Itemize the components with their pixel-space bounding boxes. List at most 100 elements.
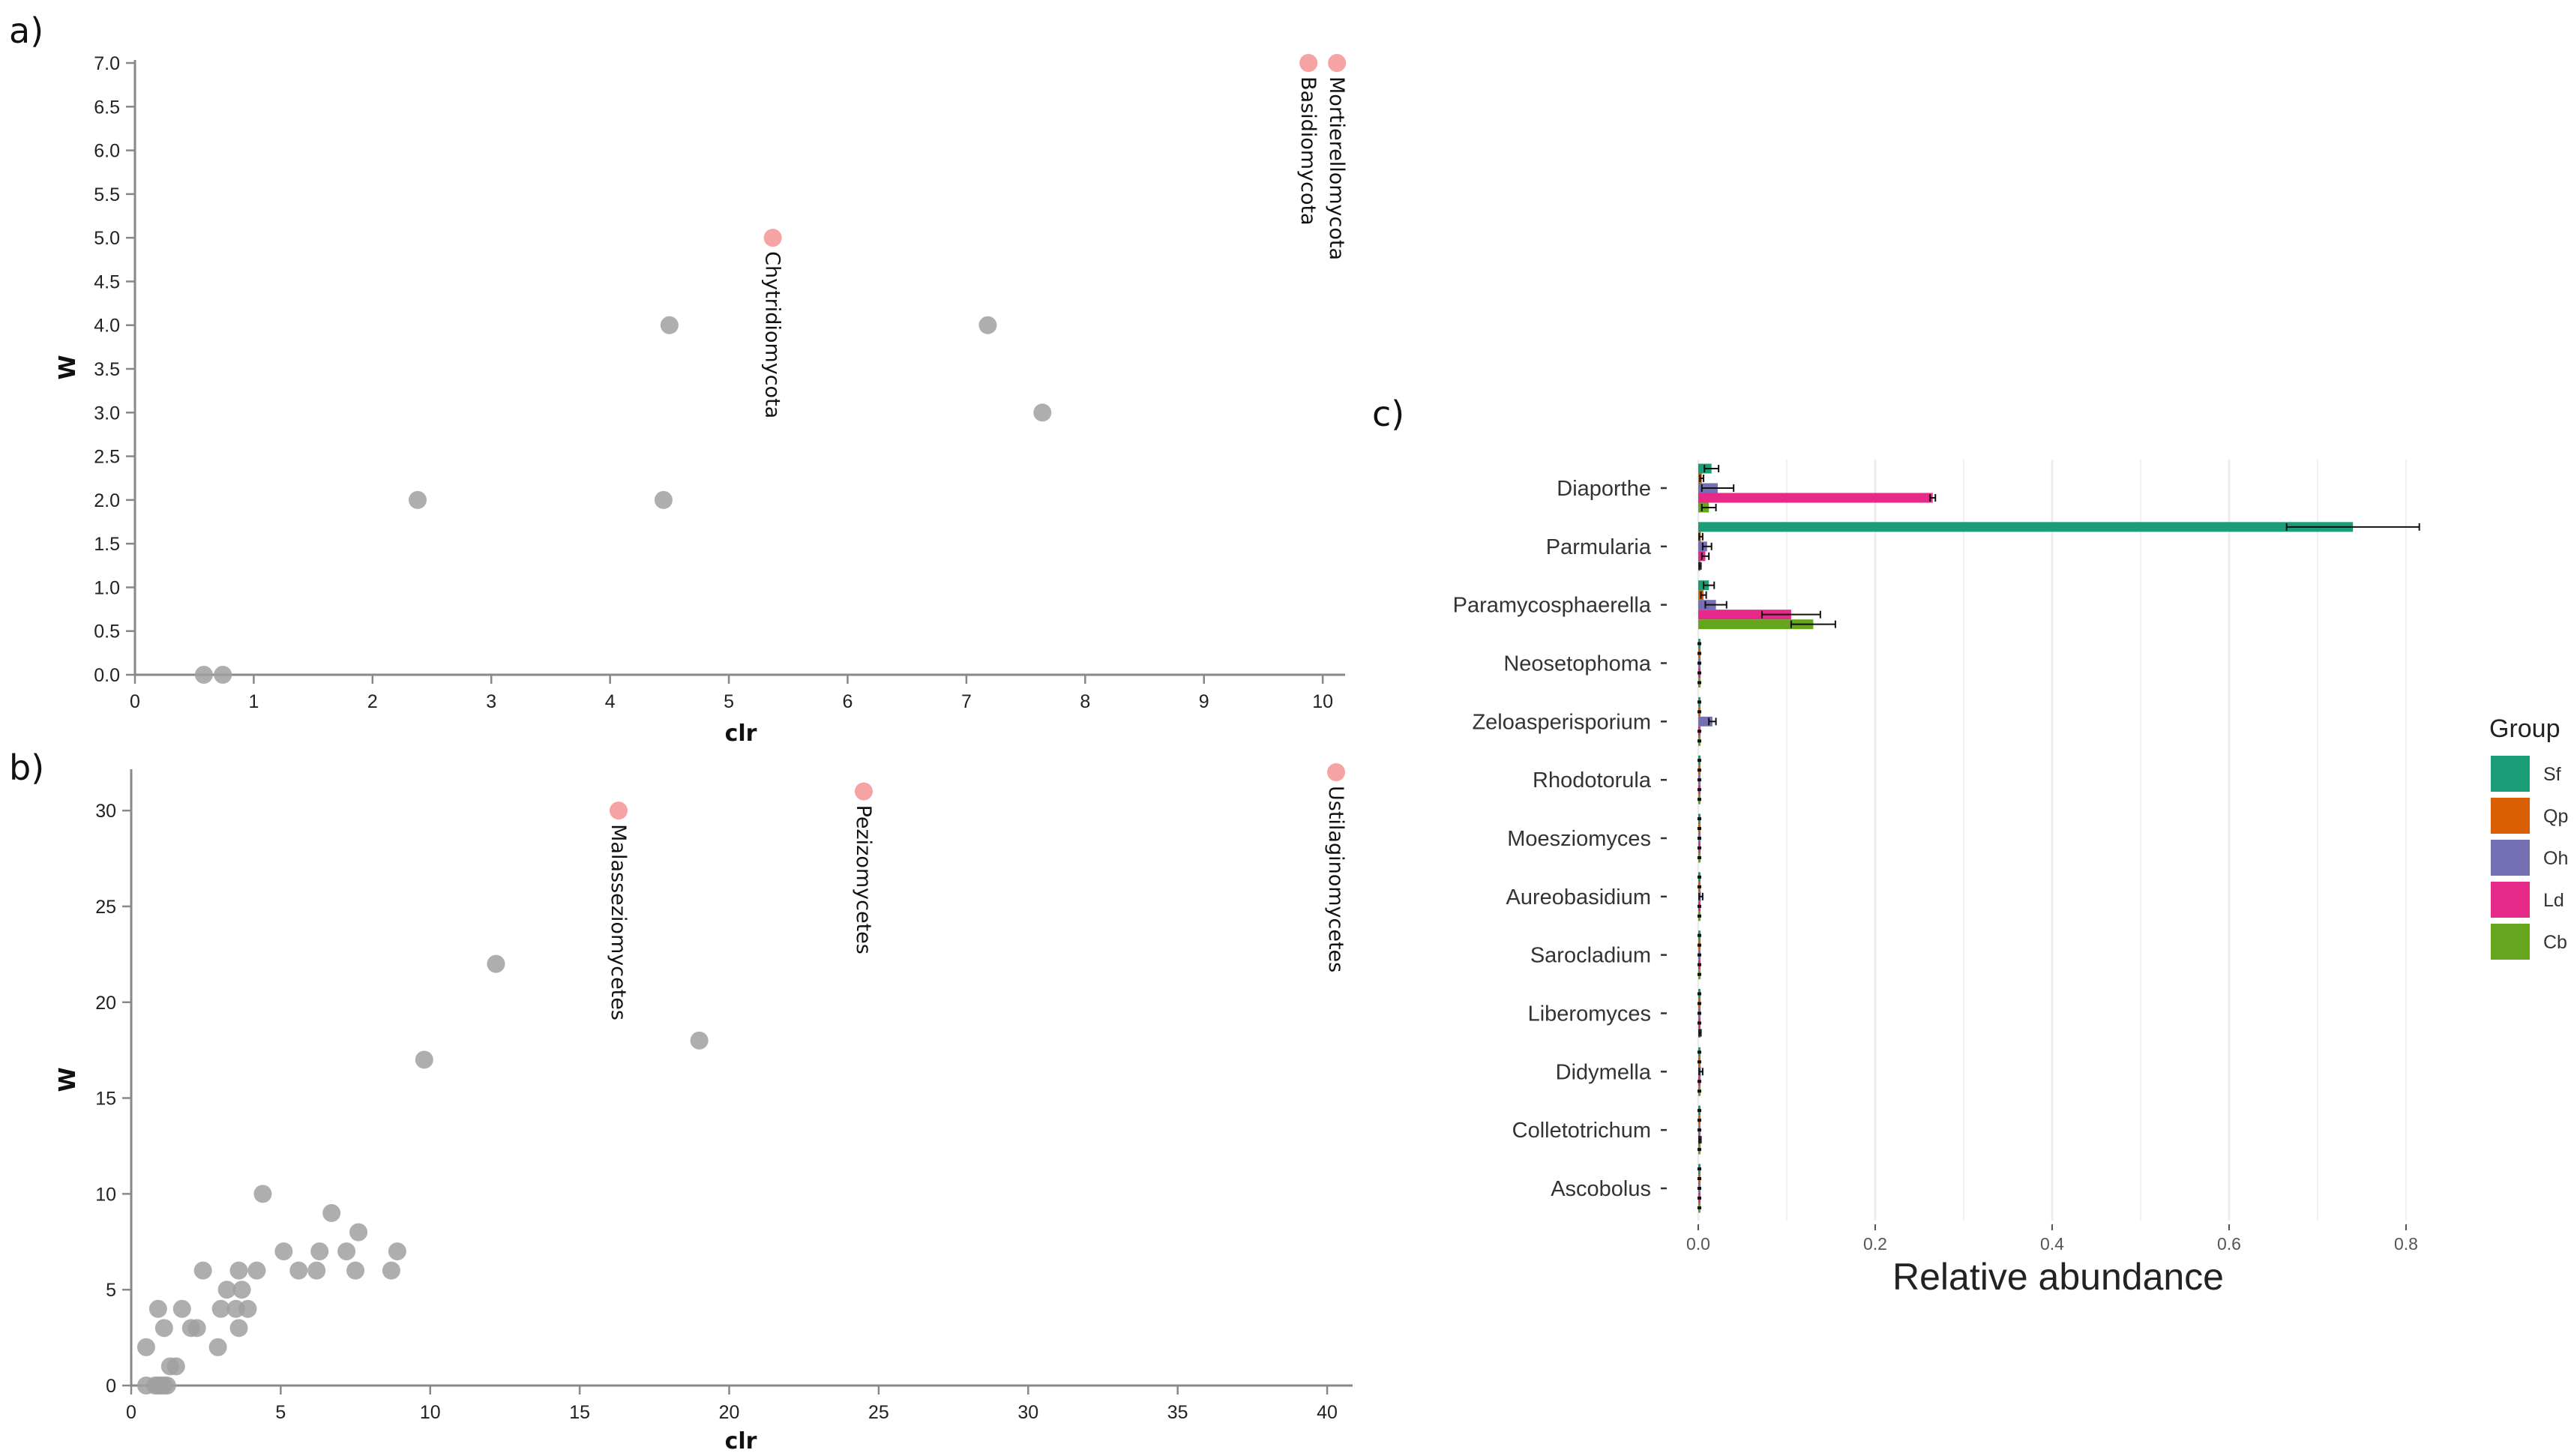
error-bar-dot xyxy=(1698,953,1701,957)
legend-label: Ld xyxy=(2543,890,2564,911)
data-point xyxy=(157,1377,176,1395)
category-label: Liberomyces xyxy=(1528,1002,1651,1026)
error-bar-dot xyxy=(1698,1109,1701,1113)
x-tick-label: 0 xyxy=(130,691,140,712)
panel-c-bar-chart: c) Diaporthe Parmularia Paramycosphaerella… xyxy=(1372,394,2568,1298)
error-bar-dot xyxy=(1698,827,1701,830)
bar-Cb xyxy=(1698,619,1814,630)
error-bar-dot xyxy=(1698,904,1701,908)
x-tick-label: 20 xyxy=(719,1402,740,1423)
error-bar-dot xyxy=(1698,1080,1701,1083)
panel-c-axes: Diaporthe Parmularia Paramycosphaerella Neo… xyxy=(1453,477,2418,1254)
y-tick-label: 4.0 xyxy=(94,316,120,337)
y-tick-label: 2.5 xyxy=(94,447,120,468)
category-label: Neosetophoma xyxy=(1503,652,1652,676)
y-tick-label: 7.0 xyxy=(94,53,120,74)
x-tick-label: 4 xyxy=(605,691,616,712)
data-point xyxy=(1033,403,1052,422)
legend-label: Qp xyxy=(2543,806,2568,827)
data-point xyxy=(166,1357,185,1376)
category-label: Moesziomyces xyxy=(1507,827,1651,851)
data-point xyxy=(214,666,232,684)
data-point xyxy=(217,1281,236,1299)
y-tick-label: 20 xyxy=(95,993,116,1014)
error-bar-dot xyxy=(1698,1050,1701,1054)
x-tick-label: 25 xyxy=(868,1402,889,1423)
data-point xyxy=(148,1299,167,1318)
x-tick-label: 3 xyxy=(486,691,496,712)
error-bar-dot xyxy=(1698,1187,1701,1190)
legend-swatch-Sf xyxy=(2491,756,2530,792)
y-tick-label: 0.0 xyxy=(94,665,120,686)
legend-swatch-Qp xyxy=(2491,798,2530,834)
error-bar-dot xyxy=(1698,1002,1701,1005)
y-tick-label: 2.0 xyxy=(94,490,120,511)
error-bar-dot xyxy=(1698,856,1701,859)
error-bar-dot xyxy=(1698,875,1701,879)
y-tick-label: 0 xyxy=(106,1376,116,1397)
legend-swatch-Ld xyxy=(2491,882,2530,918)
y-tick-label: 4.5 xyxy=(94,271,120,292)
data-point xyxy=(187,1319,206,1338)
error-bar-dot xyxy=(1698,885,1701,888)
error-bar-dot xyxy=(1698,739,1701,743)
y-tick-label: 0.5 xyxy=(94,622,120,643)
legend-label: Oh xyxy=(2543,848,2568,869)
y-tick-label: 5.0 xyxy=(94,228,120,249)
category-label: Zeloasperisporium xyxy=(1472,710,1651,734)
y-tick-label: 6.0 xyxy=(94,141,120,162)
error-bar-dot xyxy=(1698,1148,1701,1152)
x-tick-label: 9 xyxy=(1199,691,1209,712)
error-bar-dot xyxy=(1698,1177,1701,1180)
data-point xyxy=(310,1242,329,1261)
point-label: Pezizomycetes xyxy=(852,805,875,954)
point-label: Chytridiomycota xyxy=(761,251,784,418)
x-tick-label: 1 xyxy=(248,691,259,712)
y-tick-label: 1.5 xyxy=(94,534,120,555)
category-label: Diaporthe xyxy=(1557,477,1651,501)
highlighted-point xyxy=(1327,763,1346,781)
data-point xyxy=(229,1261,248,1280)
panel-a-axes: 0 1 2 3 4 5 6 7 8 9 10 0.0 0.5 1.0 1.5 2.0 2.5 3.0 3.5 4.0 4… xyxy=(94,53,1345,712)
data-point xyxy=(232,1281,251,1299)
data-point xyxy=(194,666,213,684)
legend-swatch-Oh xyxy=(2491,840,2530,876)
panel-b-scatter: b) 0 5 10 15 20 25 30 35 40 0 5 10 15 20 25 30 clr W Ma… xyxy=(9,747,1353,1455)
data-point xyxy=(253,1185,272,1203)
x-tick-label: 0.2 xyxy=(1863,1234,1887,1254)
x-tick-label: 10 xyxy=(1312,691,1333,712)
error-bar-dot xyxy=(1698,729,1701,733)
panel-b-points: Malasseziomycetes Pezizomycetes Ustilagino… xyxy=(136,763,1347,1395)
bar-Sf xyxy=(1698,522,2354,532)
error-bar-dot xyxy=(1698,817,1701,820)
data-point xyxy=(978,316,997,334)
y-tick-label: 3.0 xyxy=(94,403,120,424)
data-point xyxy=(247,1261,266,1280)
x-tick-label: 0.4 xyxy=(2040,1234,2064,1254)
data-point xyxy=(660,316,679,334)
panel-b-letter: b) xyxy=(9,747,44,788)
category-label: Paramycosphaerella xyxy=(1453,594,1652,618)
highlighted-point xyxy=(1328,54,1347,72)
data-point xyxy=(307,1261,326,1280)
y-tick-label: 5.5 xyxy=(94,184,120,205)
legend-label: Sf xyxy=(2543,764,2561,785)
highlighted-point xyxy=(1299,54,1318,72)
data-point xyxy=(229,1319,248,1338)
panel-b-axes: 0 5 10 15 20 25 30 35 40 0 5 10 15 20 25 30 xyxy=(95,769,1353,1423)
error-bar-dot xyxy=(1698,1128,1701,1132)
error-bar-dot xyxy=(1698,837,1701,840)
data-point xyxy=(415,1050,433,1069)
error-bar-dot xyxy=(1698,972,1701,976)
data-point xyxy=(690,1031,709,1050)
error-bar-dot xyxy=(1698,1206,1701,1209)
x-tick-label: 15 xyxy=(569,1402,590,1423)
highlighted-point xyxy=(609,801,628,820)
panel-a-y-axis-title: W xyxy=(55,355,81,379)
x-tick-label: 10 xyxy=(420,1402,441,1423)
x-tick-label: 35 xyxy=(1167,1402,1188,1423)
error-bar-dot xyxy=(1698,1060,1701,1064)
y-tick-label: 5 xyxy=(106,1280,116,1301)
legend-title: Group xyxy=(2489,715,2561,743)
panel-b-x-axis-title: clr xyxy=(725,1428,757,1455)
